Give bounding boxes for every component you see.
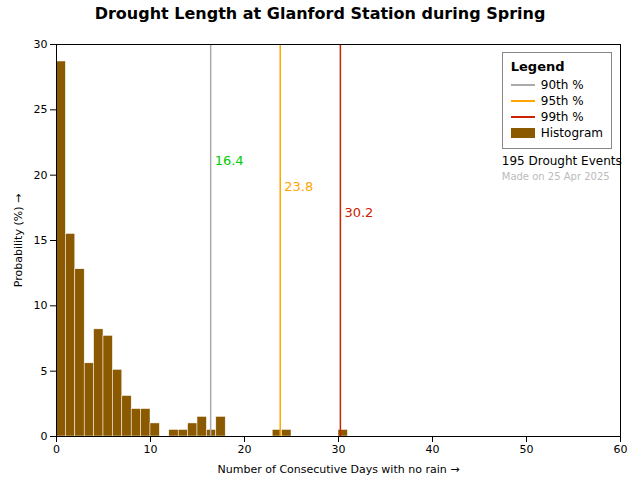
svg-text:23.8: 23.8 (284, 179, 313, 194)
svg-text:30: 30 (34, 38, 48, 51)
html-text:Histogram: Histogram (540, 126, 603, 140)
html-text:90th %: 90th % (540, 78, 584, 92)
svg-text:Number of Consecutive Days wit: Number of Consecutive Days with no rain … (218, 463, 460, 476)
svg-text:40: 40 (426, 443, 440, 456)
svg-text:10: 10 (144, 443, 158, 456)
html-text:99th %: 99th % (540, 110, 584, 124)
svg-text:30: 30 (332, 443, 346, 456)
svg-text:10: 10 (34, 299, 48, 312)
html-text:Legend: Legend (510, 59, 565, 74)
svg-text:20: 20 (34, 169, 48, 182)
html-text:195 Drought Events: 195 Drought Events (501, 154, 622, 168)
svg-text:60: 60 (614, 443, 628, 456)
svg-text:30.2: 30.2 (344, 205, 373, 220)
svg-text:5: 5 (41, 365, 48, 378)
svg-text:20: 20 (238, 443, 252, 456)
svg-text:15: 15 (34, 234, 48, 247)
svg-text:25: 25 (34, 103, 48, 116)
svg-text:50: 50 (520, 443, 534, 456)
svg-text:0: 0 (41, 430, 48, 443)
svg-text:0: 0 (53, 443, 60, 456)
html-text:Made on 25 Apr 2025: Made on 25 Apr 2025 (501, 171, 610, 182)
svg-text:Probability (%) →: Probability (%) → (12, 194, 25, 287)
svg-text:16.4: 16.4 (215, 153, 244, 168)
html-text:Drought Length at Glanford Sta: Drought Length at Glanford Station durin… (94, 4, 546, 23)
html-text:95th %: 95th % (540, 94, 584, 108)
